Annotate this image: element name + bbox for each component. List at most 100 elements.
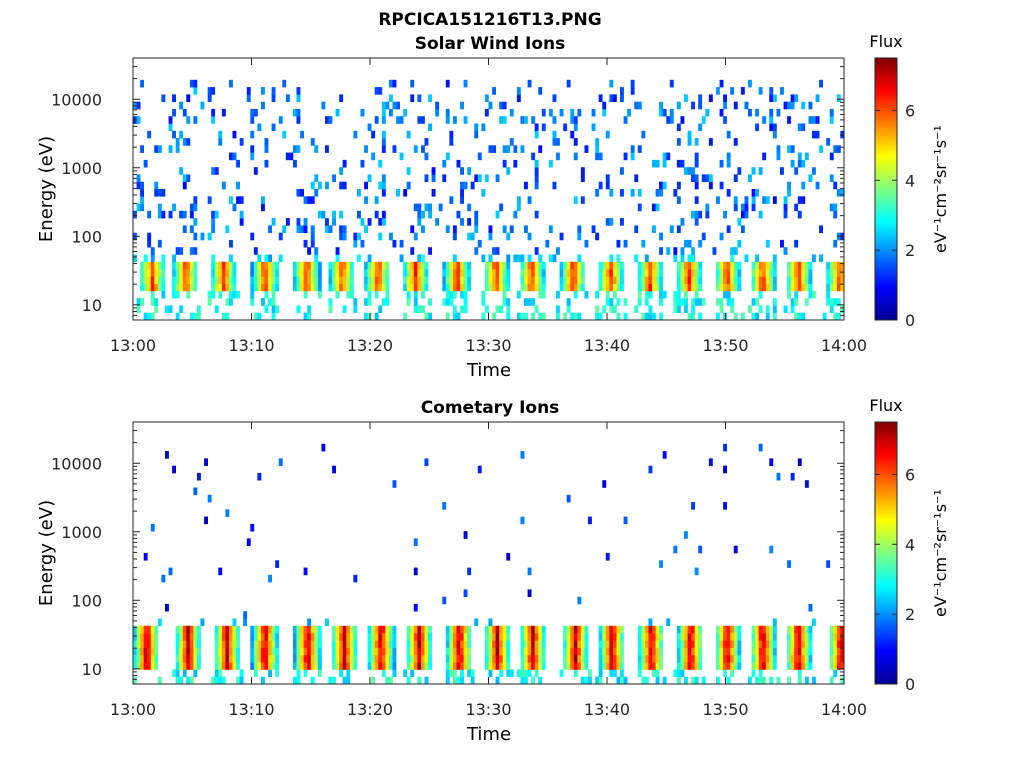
heatmap-cell (566, 305, 571, 313)
heatmap-cell (392, 101, 397, 110)
heatmap-cell (193, 654, 198, 663)
heatmap-cell (296, 647, 301, 656)
heatmap-cell (822, 312, 827, 321)
heatmap-cell (516, 203, 521, 212)
heatmap-cell (165, 451, 169, 459)
heatmap-cell (214, 676, 219, 685)
heatmap-cell (161, 283, 166, 292)
heatmap-cell (246, 94, 251, 102)
heatmap-cell (136, 101, 141, 110)
heatmap-cell (531, 116, 536, 124)
heatmap-cell (563, 312, 568, 321)
heatmap-cell (499, 305, 504, 313)
heatmap-cell (147, 633, 152, 641)
heatmap-cell (452, 290, 457, 299)
heatmap-cell (168, 145, 173, 153)
heatmap-cell (257, 647, 262, 656)
heatmap-cell (502, 225, 507, 233)
heatmap-cell (207, 232, 212, 241)
heatmap-cell (378, 305, 383, 313)
heatmap-cell (463, 654, 468, 663)
heatmap-cell (229, 290, 233, 299)
heatmap-cell (520, 283, 525, 292)
heatmap-cell (221, 662, 226, 670)
heatmap-cell (406, 640, 411, 648)
heatmap-cell (794, 633, 799, 641)
heatmap-cell (413, 647, 418, 656)
heatmap-cell (421, 662, 425, 670)
heatmap-cell (143, 654, 148, 663)
heatmap-cell (339, 94, 344, 102)
heatmap-cell (616, 662, 621, 670)
heatmap-cell (616, 640, 621, 648)
heatmap-cell (460, 196, 464, 204)
heatmap-cell (787, 654, 791, 663)
heatmap-cell (246, 87, 251, 95)
heatmap-cell (684, 662, 688, 670)
heatmap-cell (737, 167, 742, 175)
heatmap-cell (573, 283, 578, 292)
heatmap-cell (186, 654, 191, 663)
heatmap-cell (648, 312, 653, 321)
heatmap-cell (417, 116, 422, 124)
heatmap-cell (406, 283, 411, 292)
heatmap-cell (342, 283, 347, 292)
heatmap-cell (421, 654, 425, 663)
heatmap-cell (449, 298, 454, 306)
heatmap-cell (325, 116, 329, 124)
heatmap-cell (765, 633, 770, 641)
heatmap-cell (840, 189, 845, 197)
heatmap-cell (829, 676, 834, 685)
heatmap-cell (591, 108, 596, 117)
heatmap-cell (644, 276, 649, 284)
heatmap-cell (371, 625, 376, 634)
heatmap-cell (253, 276, 258, 284)
heatmap-cell (271, 94, 276, 102)
heatmap-cell (513, 145, 518, 153)
heatmap-cell (612, 633, 617, 641)
heatmap-cell (179, 283, 184, 292)
heatmap-cell (367, 290, 372, 299)
heatmap-cell (634, 225, 639, 233)
heatmap-cell (506, 261, 511, 270)
heatmap-cell (502, 290, 507, 299)
heatmap-cell (221, 283, 226, 292)
heatmap-cell (339, 210, 344, 219)
heatmap-cell (221, 633, 226, 641)
heatmap-cell (229, 647, 233, 656)
heatmap-cell (293, 625, 297, 634)
heatmap-cell (605, 298, 610, 306)
heatmap-cell (634, 101, 639, 110)
heatmap-cell (314, 261, 319, 270)
heatmap-cell (698, 298, 703, 306)
heatmap-cell (374, 654, 379, 663)
heatmap-cell (687, 261, 692, 270)
heatmap-cell (516, 87, 521, 95)
heatmap-cell (293, 108, 297, 117)
heatmap-cell (136, 633, 141, 641)
heatmap-cell (755, 108, 759, 117)
heatmap-cell (513, 210, 518, 219)
heatmap-cell (346, 290, 351, 299)
heatmap-cell (342, 225, 347, 233)
heatmap-cell (534, 276, 539, 284)
heatmap-cell (691, 633, 695, 641)
heatmap-cell (214, 276, 219, 284)
heatmap-cell (705, 203, 710, 212)
heatmap-cell (520, 640, 525, 648)
heatmap-cell (829, 640, 834, 648)
heatmap-cell (424, 312, 429, 321)
heatmap-cell (389, 676, 393, 685)
heatmap-cell (772, 276, 777, 284)
heatmap-cell (253, 108, 258, 117)
heatmap-cell (314, 625, 319, 634)
heatmap-cell (200, 618, 205, 627)
heatmap-cell (474, 123, 479, 132)
heatmap-cell (172, 254, 176, 263)
heatmap-cell (189, 283, 194, 292)
heatmap-cell (563, 261, 568, 270)
heatmap-cell (719, 159, 724, 168)
heatmap-cell (758, 654, 763, 663)
heatmap-cell (421, 210, 425, 219)
heatmap-cell (637, 654, 642, 663)
